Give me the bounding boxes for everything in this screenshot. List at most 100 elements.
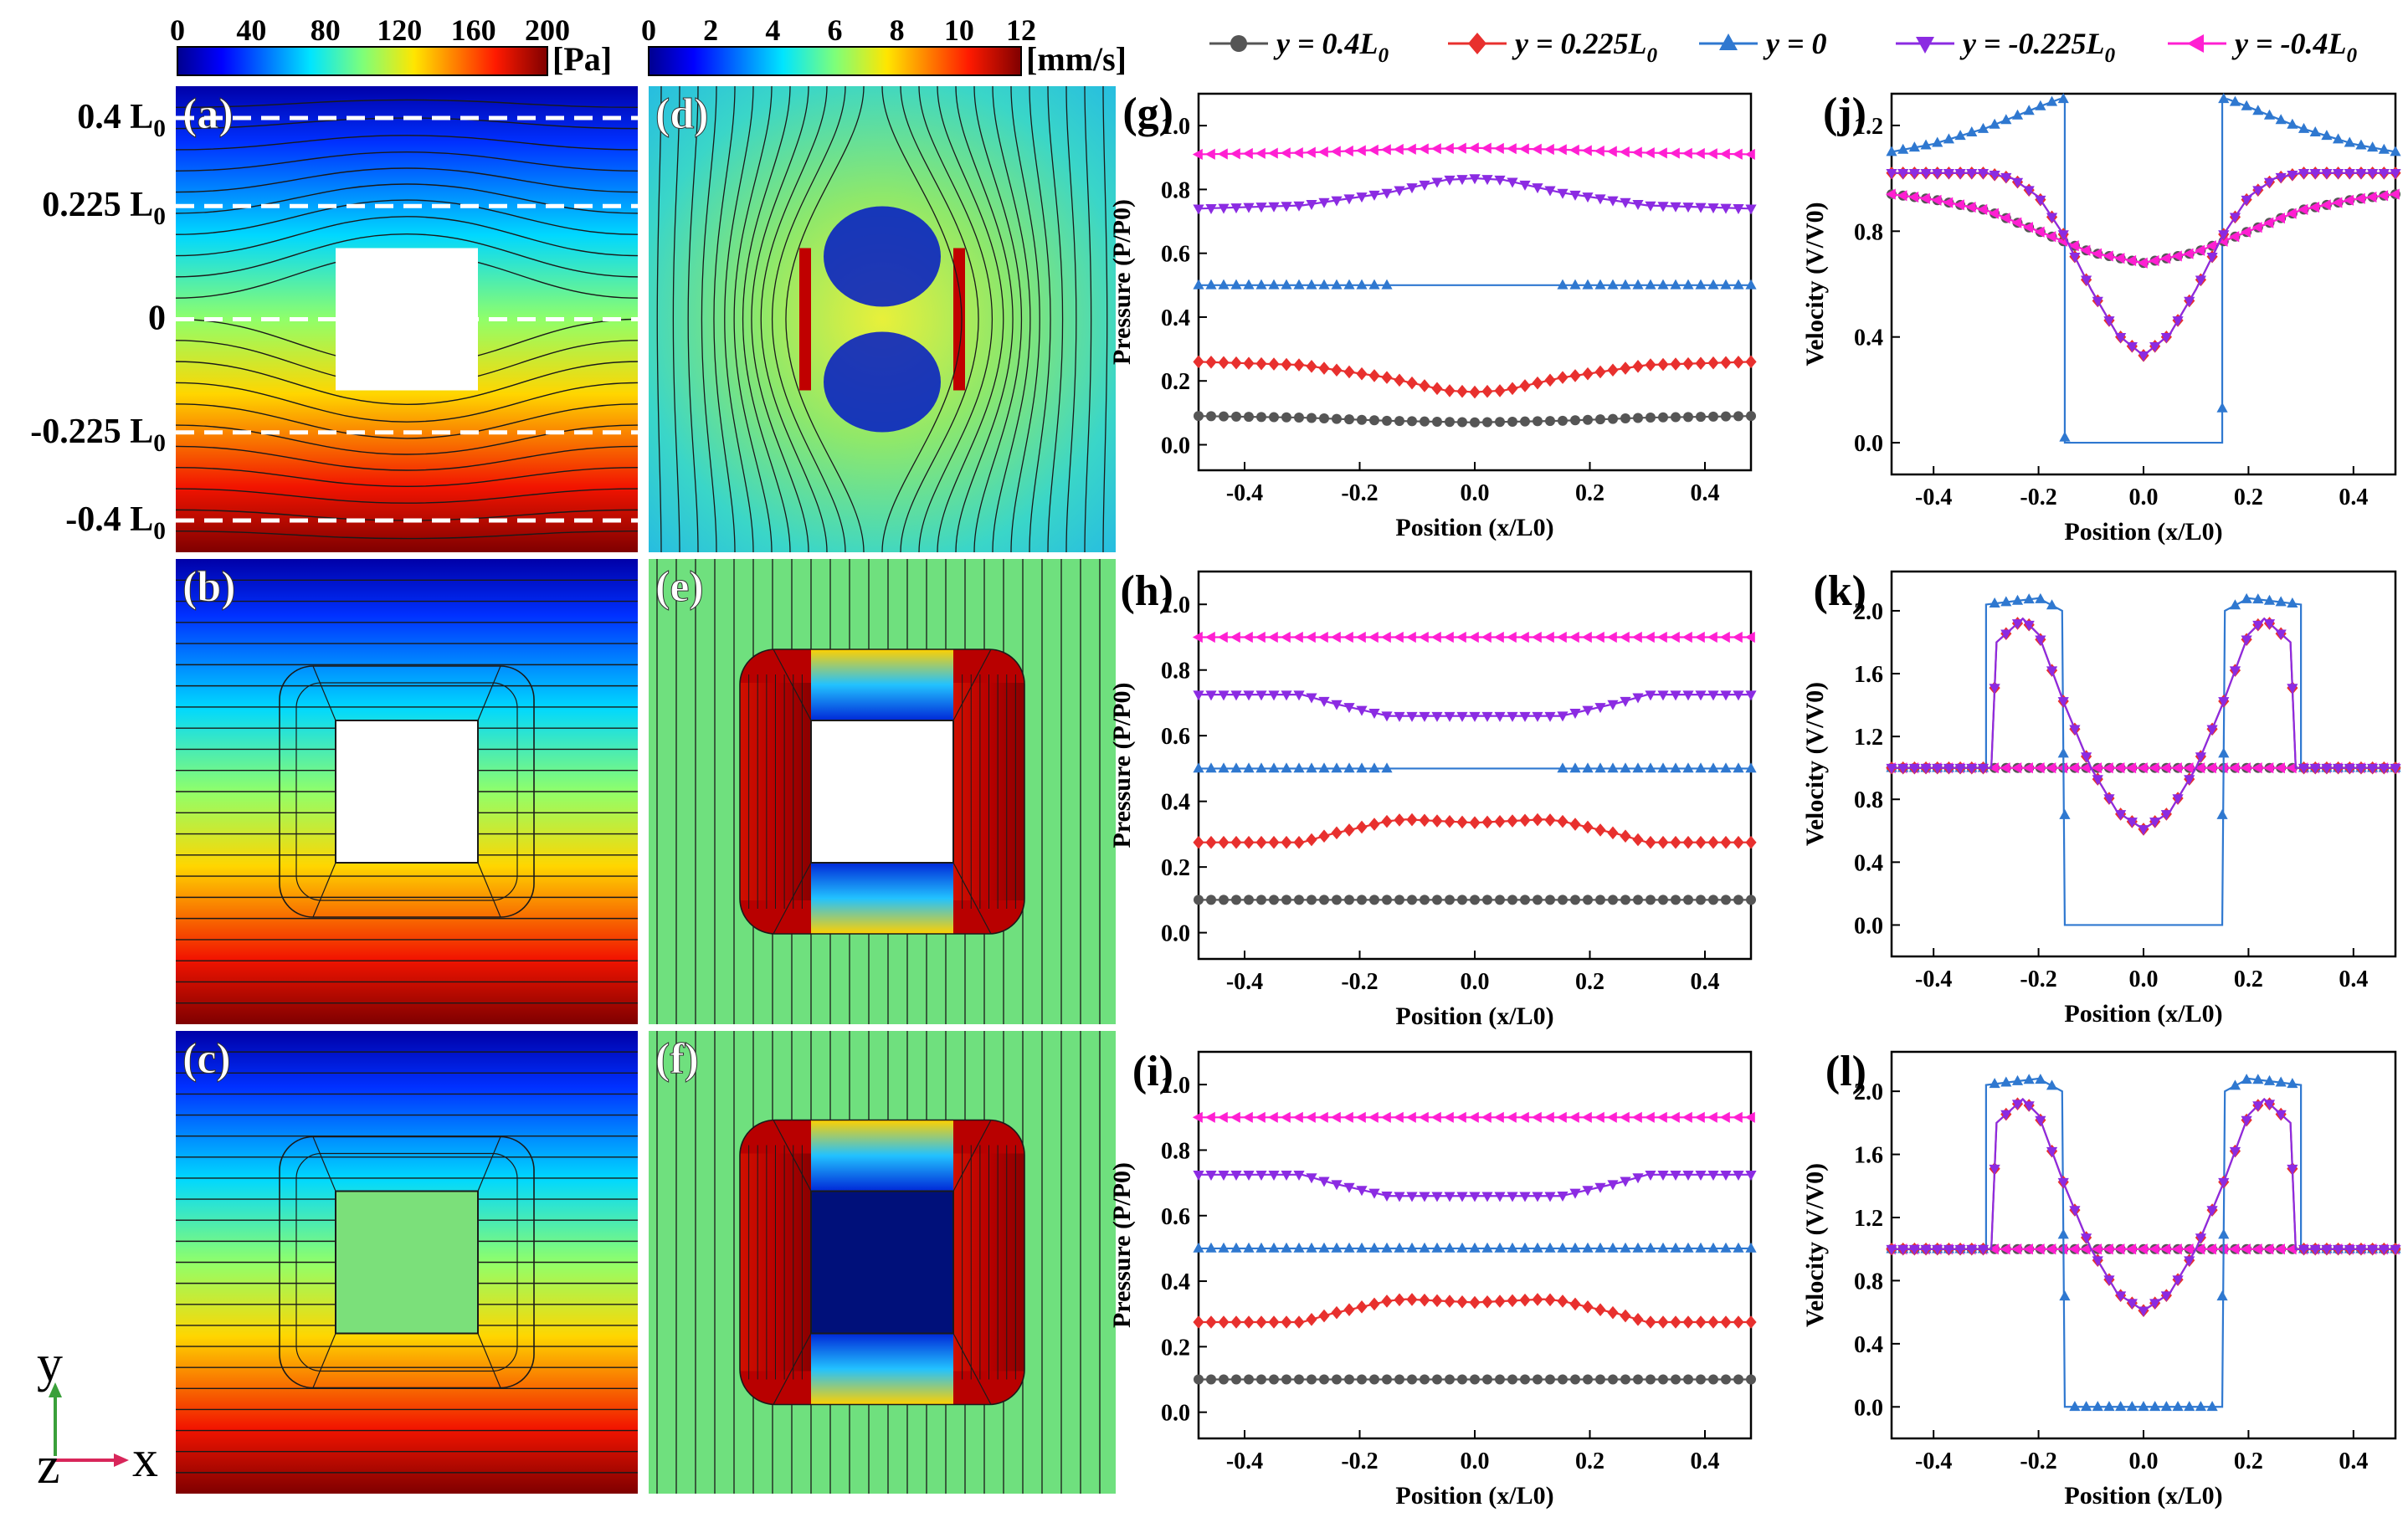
- marker-diamond: [1532, 813, 1543, 827]
- marker-circle: [1281, 1374, 1291, 1385]
- marker-diamond: [1532, 1293, 1543, 1306]
- marker-triangle-down: [1230, 690, 1242, 701]
- marker-triangle-left: [1192, 631, 1203, 643]
- marker-triangle-down: [2046, 1146, 2058, 1157]
- panel-letter: (a): [182, 90, 234, 138]
- marker-diamond: [1632, 833, 1644, 847]
- marker-circle: [1231, 1374, 1241, 1385]
- marker-triangle-down: [1682, 690, 1694, 701]
- marker-triangle-down: [2035, 1115, 2046, 1126]
- stagnation-top: [824, 206, 941, 307]
- marker-triangle-left: [1443, 631, 1454, 643]
- marker-triangle-down: [2309, 1244, 2321, 1255]
- marker-triangle-left: [2103, 1243, 2113, 1255]
- marker-diamond: [1582, 820, 1594, 834]
- marker-circle: [1445, 417, 1455, 428]
- marker-triangle-left: [1719, 148, 1730, 160]
- marker-triangle-down: [2332, 168, 2344, 179]
- y-tick-label: 0.6: [1161, 242, 1190, 268]
- marker-triangle-down: [1557, 711, 1569, 722]
- marker-triangle-left: [1305, 146, 1316, 158]
- marker-circle: [1708, 411, 1718, 422]
- marker-triangle-left: [2137, 1243, 2148, 1255]
- marker-triangle-down: [1394, 1192, 1405, 1202]
- marker-triangle-down: [1381, 1192, 1393, 1202]
- marker-triangle-left: [2240, 1243, 2251, 1255]
- marker-triangle-left: [1669, 147, 1680, 159]
- marker-triangle-up: [2000, 1076, 2012, 1087]
- marker-triangle-left: [2286, 208, 2297, 219]
- marker-diamond: [1444, 1294, 1456, 1308]
- marker-triangle-up: [1720, 279, 1732, 290]
- marker-diamond: [1469, 1295, 1481, 1310]
- marker-diamond: [1230, 1315, 1242, 1329]
- marker-triangle-up: [2023, 593, 2035, 604]
- marker-diamond: [1281, 1315, 1292, 1329]
- marker-triangle-down: [1920, 168, 1932, 179]
- marker-triangle-down: [2092, 1256, 2103, 1267]
- plot-frame: [1890, 92, 2397, 476]
- marker-circle: [1533, 1374, 1543, 1385]
- marker-triangle-left: [2000, 762, 2010, 774]
- streamline: [1029, 86, 1051, 552]
- marker-triangle-down: [1645, 201, 1656, 212]
- marker-triangle-down: [1306, 200, 1317, 211]
- marker-triangle-up: [2011, 594, 2024, 605]
- marker-triangle-down: [1954, 168, 1966, 179]
- marker-triangle-left: [1368, 144, 1379, 156]
- marker-diamond: [1620, 361, 1631, 375]
- marker-triangle-down: [2252, 186, 2264, 197]
- marker-triangle-up: [1205, 762, 1217, 773]
- marker-diamond: [1645, 1315, 1656, 1329]
- cut-line-label-sub: 0: [153, 115, 166, 142]
- isobar-line: [176, 167, 638, 193]
- marker-circle: [1344, 895, 1354, 905]
- marker-circle: [1658, 895, 1668, 905]
- marker-triangle-up: [1230, 279, 1242, 290]
- marker-circle: [1319, 413, 1329, 424]
- streamline: [771, 86, 846, 552]
- marker-circle: [1583, 1374, 1593, 1385]
- marker-triangle-left: [1732, 1111, 1743, 1123]
- marker-triangle-left: [1192, 1111, 1203, 1123]
- marker-triangle-up: [1670, 1242, 1681, 1253]
- cloak-outline: [279, 1136, 535, 1389]
- marker-triangle-up: [2252, 105, 2264, 115]
- marker-triangle-left: [1732, 631, 1743, 643]
- marker-triangle-up: [2275, 596, 2287, 607]
- marker-diamond: [1632, 1313, 1644, 1326]
- x-axis-title: Position (x/L0): [2064, 1482, 2222, 1510]
- marker-triangle-up: [1557, 1242, 1569, 1253]
- marker-diamond: [1356, 1300, 1368, 1314]
- cloak-bottom: [811, 1333, 953, 1405]
- marker-triangle-up: [2149, 1401, 2161, 1412]
- streamline: [672, 86, 680, 552]
- marker-triangle-up: [1193, 1242, 1204, 1253]
- marker-circle: [1219, 411, 1229, 422]
- marker-triangle-up: [1343, 1242, 1355, 1253]
- legend-label-main: y = -0.4L: [2231, 27, 2346, 60]
- isobar-line: [176, 467, 638, 487]
- cloak-bottom: [811, 863, 953, 934]
- marker-circle: [1357, 1374, 1367, 1385]
- marker-circle: [1708, 895, 1718, 905]
- marker-triangle-left: [1355, 145, 1366, 156]
- marker-triangle-down: [1532, 1192, 1543, 1202]
- marker-triangle-up: [1569, 1242, 1581, 1253]
- marker-diamond: [1682, 356, 1694, 371]
- marker-triangle-down: [2344, 168, 2355, 179]
- marker-triangle-left: [2046, 231, 2056, 243]
- marker-triangle-up: [1645, 1242, 1656, 1253]
- marker-triangle-left: [1644, 1111, 1655, 1123]
- marker-triangle-left: [1330, 1111, 1341, 1123]
- marker-triangle-up: [1230, 762, 1242, 773]
- marker-triangle-left: [1506, 1111, 1517, 1123]
- isobar-line: [176, 135, 638, 151]
- marker-triangle-down: [1989, 684, 2000, 695]
- marker-triangle-up: [2229, 95, 2241, 106]
- marker-diamond: [1381, 1294, 1393, 1308]
- marker-triangle-up: [1582, 762, 1594, 773]
- marker-triangle-down: [2069, 725, 2081, 736]
- legend-label-main: y = 0.4L: [1273, 27, 1378, 60]
- marker-triangle-left: [2286, 1243, 2297, 1255]
